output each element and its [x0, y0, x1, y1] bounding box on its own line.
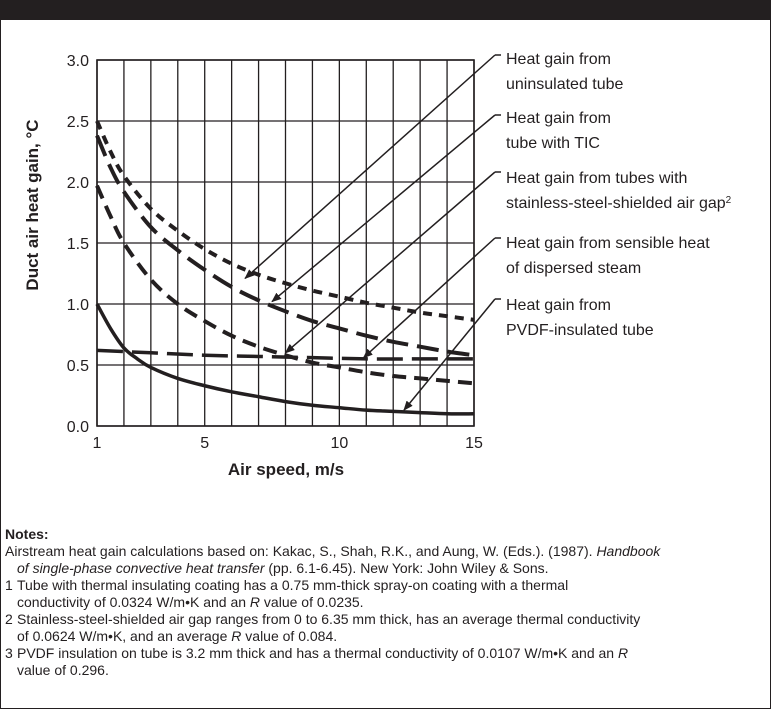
note-1-r: R [249, 594, 261, 610]
note-2-number: 2 [5, 611, 13, 627]
note-1-end: value of 0.0235. [260, 594, 364, 610]
note-2: 2 Stainless-steel-shielded air gap range… [5, 611, 760, 645]
series-line-dispersed-steam [96, 348, 474, 361]
x-tick-label: 10 [330, 435, 348, 452]
annotation-text: Heat gain from [506, 297, 611, 314]
x-tick-label: 1 [93, 435, 102, 452]
annotation-text: uninsulated tube [506, 76, 624, 93]
annotation-text: Heat gain from [506, 110, 611, 127]
x-axis-label: Air speed, m/s [228, 460, 344, 479]
note-1-line-1: Tube with thermal insulating coating has… [17, 577, 569, 593]
annotation-text: Heat gain from sensible heat [506, 235, 710, 252]
heat-gain-chart: 0.00.51.01.52.02.53.01 5 10 15 Heat gain fr… [23, 51, 732, 479]
annotation-arrow [271, 114, 496, 303]
note-2-line-1: Stainless-steel-shielded air gap ranges … [17, 611, 641, 627]
annotation-arrow [244, 54, 496, 280]
note-1: 1 Tube with thermal insulating coating h… [5, 577, 760, 611]
annotation-arrow [284, 171, 496, 354]
annotation-arrow [403, 298, 496, 411]
reference-text: Airstream heat gain calculations based o… [5, 543, 597, 559]
annotation-text: Heat gain from tubes with [506, 170, 687, 187]
reference-publisher: (pp. 6.1-6.45). New York: John Wiley & S… [264, 560, 549, 576]
note-1-number: 1 [5, 577, 13, 593]
note-2-r: R [231, 628, 242, 644]
annotation-text: Heat gain from [506, 51, 611, 68]
y-tick-label: 0.0 [67, 419, 89, 436]
annotation-text: stainless-steel-shielded air gap2 [506, 195, 732, 213]
series-group [95, 120, 475, 416]
y-tick-label: 1.0 [67, 297, 89, 314]
y-tick-label: 0.5 [67, 358, 89, 375]
note-3-line-2: value of 0.296. [17, 662, 109, 678]
series-line-tic [95, 134, 475, 358]
note-3-r: R [617, 645, 629, 661]
y-tick-label: 1.5 [67, 236, 89, 253]
note-3-number: 3 [5, 645, 13, 661]
notes-section: Notes: Airstream heat gain calculations … [5, 526, 760, 679]
y-tick-label: 2.5 [67, 114, 89, 131]
annotation-text: of dispersed steam [506, 260, 641, 277]
note-2-end: value of 0.084. [241, 628, 338, 644]
y-axis-label: Duct air heat gain, °C [23, 119, 42, 290]
note-3: 3 PVDF insulation on tube is 3.2 mm thic… [5, 645, 760, 679]
reference-title-1: Handbook [596, 543, 661, 559]
y-tick-label: 3.0 [67, 53, 89, 70]
series-line-uninsulated [95, 120, 475, 322]
axes: 0.00.51.01.52.02.53.01 5 10 15 [67, 53, 483, 452]
annotation-arrow [362, 237, 496, 359]
note-reference: Airstream heat gain calculations based o… [5, 543, 760, 577]
annotations: Heat gain from uninsulated tube Heat gain … [244, 51, 732, 411]
plot-border [96, 59, 475, 427]
x-tick-label: 15 [465, 435, 483, 452]
annotation-text: tube with TIC [506, 135, 600, 152]
y-tick-label: 2.0 [67, 175, 89, 192]
series-line-pvdf [95, 303, 475, 416]
annotation-text: PVDF-insulated tube [506, 322, 654, 339]
notes-heading: Notes: [5, 526, 49, 542]
header-bar [0, 0, 771, 20]
note-2-line-2: of 0.0624 W/m•K, and an average [17, 628, 232, 644]
series-line-air-gap [95, 184, 475, 386]
x-tick-label: 5 [200, 435, 209, 452]
reference-title-2: of single-phase convective heat transfer [17, 560, 265, 576]
note-1-line-2: conductivity of 0.0324 W/m•K and an [17, 594, 250, 610]
note-3-line-1: PVDF insulation on tube is 3.2 mm thick … [17, 645, 618, 661]
